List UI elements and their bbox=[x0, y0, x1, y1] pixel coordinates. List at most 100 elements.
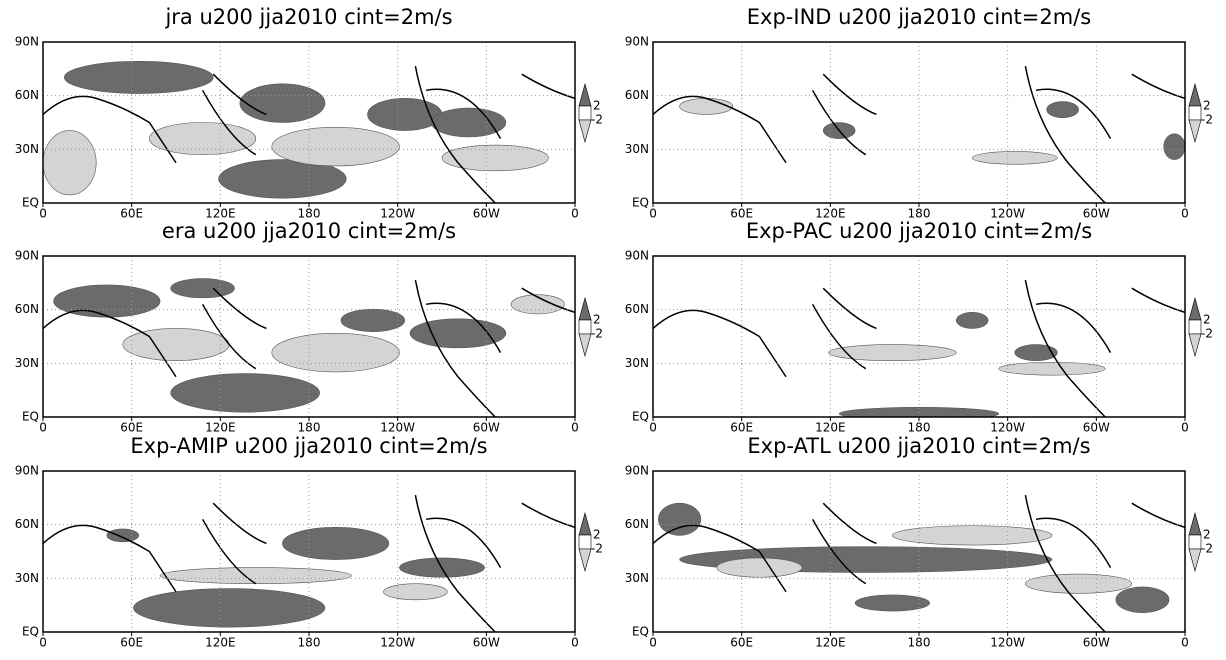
lon-label: 120E bbox=[205, 636, 236, 650]
colorbar-label: 2 bbox=[1203, 313, 1211, 327]
colorbar-label: -2 bbox=[591, 327, 603, 341]
lat-label: EQ bbox=[632, 410, 649, 424]
lon-label: 180 bbox=[908, 421, 931, 435]
positive-anomaly bbox=[171, 279, 235, 298]
lat-label: 90N bbox=[625, 249, 649, 263]
colorbar-lower bbox=[1189, 120, 1201, 142]
positive-anomaly bbox=[240, 84, 325, 123]
lon-label: 0 bbox=[571, 421, 579, 435]
colorbar-middle bbox=[1189, 535, 1201, 549]
positive-anomaly bbox=[107, 529, 139, 542]
lon-label: 60W bbox=[473, 421, 500, 435]
lon-label: 60E bbox=[120, 421, 143, 435]
lat-label: 60N bbox=[15, 302, 39, 316]
negative-anomaly bbox=[272, 333, 400, 372]
lat-label: 30N bbox=[15, 356, 39, 370]
lat-label: EQ bbox=[22, 410, 39, 424]
lat-label: 30N bbox=[625, 571, 649, 585]
colorbar-middle bbox=[579, 535, 591, 549]
lat-label: 30N bbox=[15, 142, 39, 156]
colorbar-label: 2 bbox=[593, 99, 601, 113]
negative-anomaly bbox=[717, 558, 802, 577]
map-panel: Exp-ATL u200 jja2010 cint=2m/s90N60N30NE… bbox=[625, 434, 1213, 650]
lon-label: 180 bbox=[298, 421, 321, 435]
positive-anomaly bbox=[368, 98, 442, 130]
lon-label: 120E bbox=[815, 421, 846, 435]
lon-label: 0 bbox=[1181, 421, 1189, 435]
positive-anomaly bbox=[282, 527, 388, 559]
negative-anomaly bbox=[123, 328, 229, 360]
lon-label: 0 bbox=[649, 636, 657, 650]
colorbar-upper bbox=[579, 84, 591, 106]
lon-label: 60W bbox=[1083, 636, 1110, 650]
lon-label: 60E bbox=[730, 421, 753, 435]
colorbar-upper bbox=[579, 513, 591, 535]
lon-label: 120W bbox=[380, 636, 415, 650]
lon-label: 60W bbox=[1083, 421, 1110, 435]
colorbar-label: 2 bbox=[1203, 528, 1211, 542]
positive-anomaly bbox=[431, 108, 505, 137]
lat-label: 60N bbox=[625, 88, 649, 102]
lat-label: 30N bbox=[625, 356, 649, 370]
lon-label: 0 bbox=[571, 636, 579, 650]
panel-title: Exp-ATL u200 jja2010 cint=2m/s bbox=[747, 434, 1090, 458]
lon-label: 0 bbox=[649, 207, 657, 221]
lon-label: 60E bbox=[120, 636, 143, 650]
colorbar-label: -2 bbox=[1201, 542, 1213, 556]
colorbar-lower bbox=[579, 334, 591, 356]
positive-anomaly bbox=[1164, 134, 1185, 160]
positive-anomaly bbox=[171, 374, 320, 413]
positive-anomaly bbox=[1047, 102, 1079, 118]
map-area bbox=[653, 280, 1185, 420]
lat-label: 90N bbox=[625, 35, 649, 49]
panel-title: Exp-PAC u200 jja2010 cint=2m/s bbox=[746, 219, 1092, 243]
colorbar-middle bbox=[579, 106, 591, 120]
positive-anomaly bbox=[410, 319, 506, 348]
negative-anomaly bbox=[272, 127, 400, 166]
lat-label: 30N bbox=[625, 142, 649, 156]
lon-label: 60W bbox=[473, 636, 500, 650]
negative-anomaly bbox=[999, 362, 1105, 375]
lon-label: 120E bbox=[815, 636, 846, 650]
positive-anomaly bbox=[1116, 587, 1169, 613]
lat-label: 90N bbox=[15, 249, 39, 263]
negative-anomaly bbox=[160, 568, 352, 584]
colorbar-label: -2 bbox=[591, 113, 603, 127]
colorbar-lower bbox=[1189, 549, 1201, 571]
lat-label: 60N bbox=[625, 517, 649, 531]
colorbar-upper bbox=[1189, 84, 1201, 106]
positive-anomaly bbox=[64, 61, 213, 93]
lat-label: 60N bbox=[15, 88, 39, 102]
colorbar-label: -2 bbox=[1201, 113, 1213, 127]
lon-label: 60E bbox=[120, 207, 143, 221]
colorbar-label: 2 bbox=[1203, 99, 1211, 113]
lat-label: 90N bbox=[15, 35, 39, 49]
colorbar-label: -2 bbox=[591, 542, 603, 556]
positive-anomaly bbox=[341, 309, 405, 332]
positive-anomaly bbox=[658, 503, 701, 535]
figure: jra u200 jja2010 cint=2m/s 90N 60N 30N EQ 0 60… bbox=[0, 0, 1226, 660]
panel-title: era u200 jja2010 cint=2m/s bbox=[162, 219, 456, 243]
negative-anomaly bbox=[972, 151, 1057, 164]
panel-title: Exp-IND u200 jja2010 cint=2m/s bbox=[747, 5, 1091, 29]
lon-label: 180 bbox=[908, 636, 931, 650]
panel-title: Exp-AMIP u200 jja2010 cint=2m/s bbox=[130, 434, 487, 458]
colorbar-middle bbox=[1189, 320, 1201, 334]
lon-label: 0 bbox=[1181, 207, 1189, 221]
negative-anomaly bbox=[680, 98, 733, 114]
lat-label: 90N bbox=[15, 464, 39, 478]
positive-anomaly bbox=[855, 595, 929, 611]
lon-label: 120W bbox=[990, 421, 1025, 435]
colorbar-middle bbox=[1189, 106, 1201, 120]
lat-label: EQ bbox=[22, 625, 39, 639]
negative-anomaly bbox=[829, 345, 957, 361]
panel-title: jra u200 jja2010 cint=2m/s bbox=[164, 5, 452, 29]
negative-anomaly bbox=[892, 526, 1052, 545]
lat-label: 30N bbox=[15, 571, 39, 585]
map-panel: Exp-AMIP u200 jja2010 cint=2m/s90N60N30N… bbox=[15, 434, 603, 650]
lon-label: 60W bbox=[473, 207, 500, 221]
positive-anomaly bbox=[133, 589, 325, 628]
lat-label: EQ bbox=[22, 196, 39, 210]
map-panel: Exp-PAC u200 jja2010 cint=2m/s90N60N30NE… bbox=[625, 219, 1213, 435]
